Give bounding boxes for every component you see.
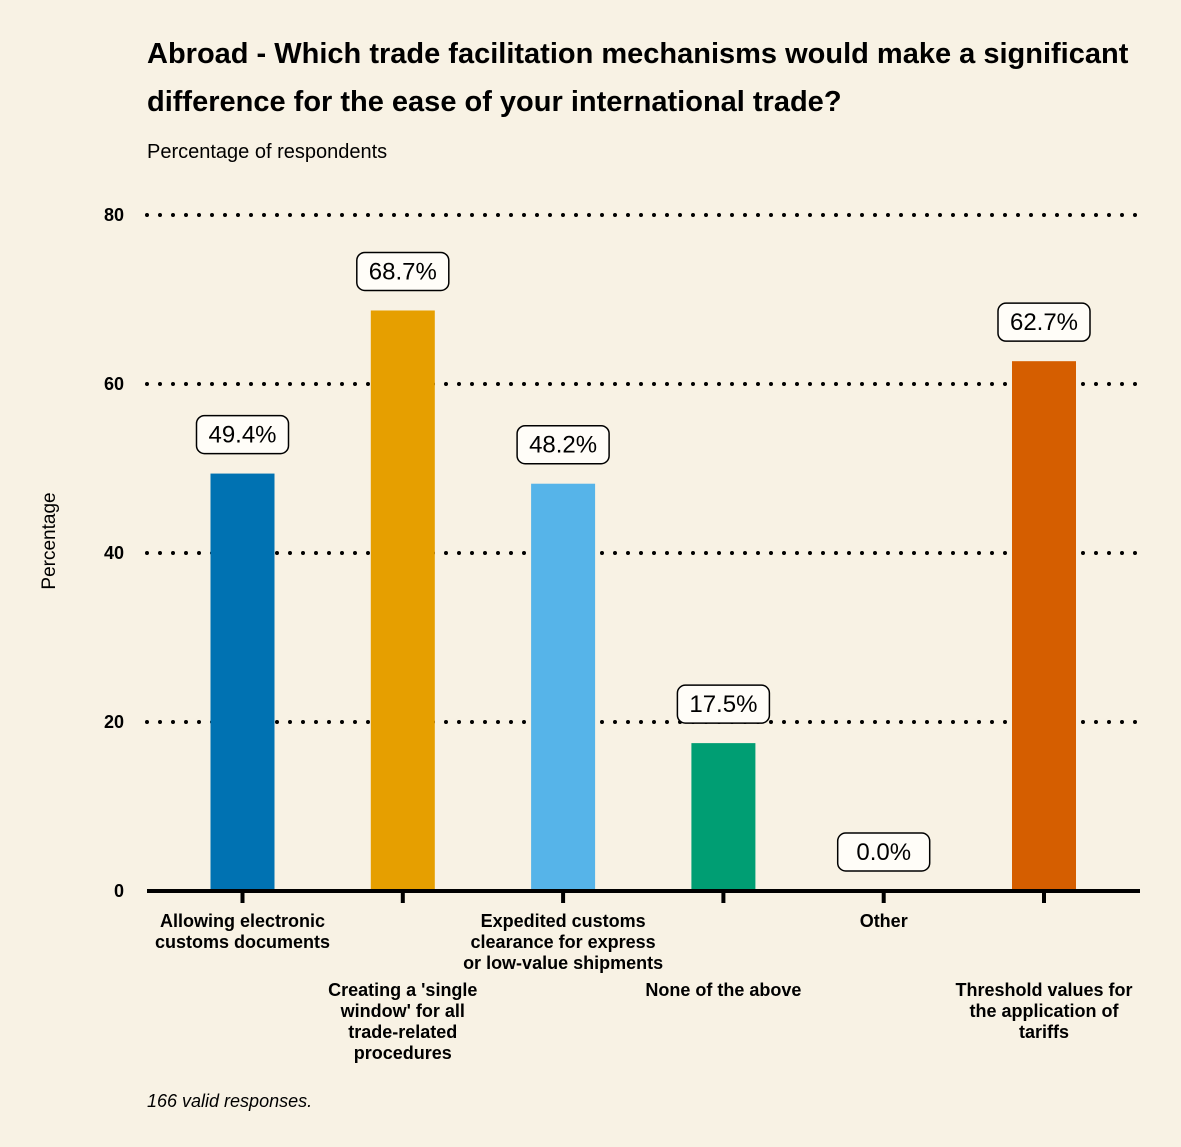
- data-label-4: 0.0%: [856, 839, 911, 866]
- data-label-0: 49.4%: [208, 422, 276, 449]
- data-label-1: 68.7%: [369, 258, 437, 285]
- chart-title: Abroad - Which trade facilitation mechan…: [147, 38, 1129, 118]
- bar-1: [370, 310, 435, 891]
- chart-caption: 166 valid responses.: [147, 1091, 313, 1111]
- data-label-3: 17.5%: [689, 691, 757, 718]
- data-label-2: 48.2%: [529, 432, 597, 459]
- data-label-box-5: [997, 302, 1091, 342]
- x-category-label-5: Threshold values for the application of ta…: [955, 980, 1132, 1042]
- x-category-label-3: None of the above: [645, 980, 801, 1000]
- bar-0: [210, 473, 275, 891]
- data-label-box-4: [836, 832, 931, 872]
- y-tick-label-80: 80: [104, 205, 124, 225]
- y-tick-label-60: 60: [104, 374, 124, 394]
- data-label-box-0: [195, 414, 290, 455]
- data-label-box-1: [356, 251, 450, 292]
- data-label-box-2: [516, 424, 610, 465]
- chart-subtitle: Percentage of respondents: [147, 141, 388, 163]
- x-category-label-0: Allowing electronic customs documents: [155, 911, 330, 952]
- data-label-5: 62.7%: [1010, 309, 1078, 336]
- bar-5: [1012, 361, 1076, 891]
- x-category-label-4: Other: [860, 911, 908, 931]
- bar-2: [531, 483, 596, 891]
- x-category-label-1: Creating a 'single window' for all trade-r…: [328, 980, 477, 1063]
- data-label-box-3: [676, 684, 771, 724]
- y-tick-label-20: 20: [104, 712, 124, 732]
- y-tick-label-0: 0: [114, 881, 124, 901]
- x-category-label-2: Expedited customs clearance for express or…: [463, 911, 663, 973]
- y-tick-label-40: 40: [104, 543, 124, 563]
- bar-3: [691, 743, 756, 891]
